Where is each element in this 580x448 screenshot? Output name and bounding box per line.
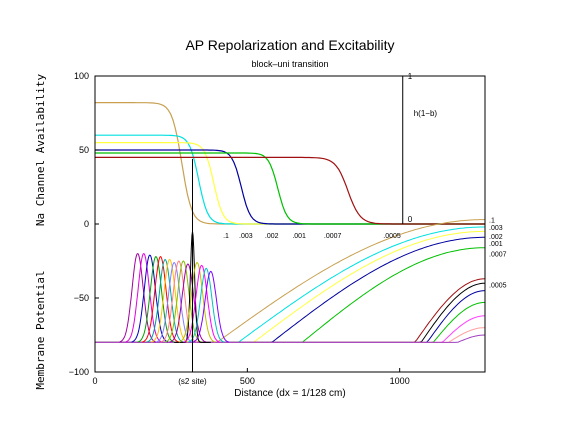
repolarization-curve-11 xyxy=(95,334,486,343)
inset-b-labels: .1 .003 .002 .001 .0007 .0005 xyxy=(223,233,401,240)
h-curve-2 xyxy=(95,142,485,225)
action-potential-0 xyxy=(119,252,157,343)
y-axis-label-top: Na Channel Availability xyxy=(34,73,47,226)
y-axis-ticks: 100 50 0 −50 −100 xyxy=(69,71,99,377)
inset-b-label-3: .001 xyxy=(292,233,306,240)
action-potential-15 xyxy=(192,270,230,343)
h-curve-1 xyxy=(95,134,485,225)
action-potential-3 xyxy=(137,255,175,343)
repolarization-curves xyxy=(95,219,486,343)
right-b-label-2: .002 xyxy=(489,234,503,241)
x-tick-label-2: 1000 xyxy=(390,376,410,386)
secondary-axis-bottom-label: 0 xyxy=(408,215,413,224)
action-potential-8 xyxy=(160,260,198,343)
action-potential-12 xyxy=(178,261,216,343)
inset-b-label-4: .0007 xyxy=(324,233,342,240)
chart-subtitle: block–uni transition xyxy=(251,59,328,69)
action-potential-bursts xyxy=(119,231,230,343)
inset-b-label-2: .002 xyxy=(265,233,279,240)
inset-b-label-0: .1 xyxy=(223,233,229,240)
y-tick-label-4: −100 xyxy=(69,367,89,377)
y-tick-label-3: −50 xyxy=(74,293,89,303)
y-tick-label-0: 100 xyxy=(74,71,89,81)
action-potential-6 xyxy=(151,258,189,343)
x-tick-label-1: 500 xyxy=(240,376,255,386)
action-potential-13 xyxy=(183,264,220,343)
inset-b-label-5: .0005 xyxy=(383,233,401,240)
x-axis-label: Distance (dx = 1/128 cm) xyxy=(234,388,345,399)
y-tick-label-2: 0 xyxy=(84,219,89,229)
action-potential-14 xyxy=(187,267,225,343)
right-b-label-5: .0005 xyxy=(489,283,507,290)
right-b-label-1: .003 xyxy=(489,225,503,232)
action-potential-5 xyxy=(146,258,184,343)
x-tick-label-0: 0 xyxy=(92,376,97,386)
y-tick-label-1: 50 xyxy=(79,145,89,155)
h-curve-0 xyxy=(95,101,485,225)
action-potential-10 xyxy=(169,263,207,343)
h-curve-5 xyxy=(95,156,485,225)
action-potential-7 xyxy=(155,261,193,343)
right-b-label-3: .001 xyxy=(489,241,503,248)
s2-site-label: (s2 site) xyxy=(178,377,207,386)
x-axis-ticks: 0 500 1000 xyxy=(92,368,410,386)
right-b-labels: .1.003 .002.001 .0007 .0005 xyxy=(489,218,507,290)
right-b-label-4: .0007 xyxy=(489,252,507,259)
action-potential-9 xyxy=(164,260,202,343)
secondary-axis-label: h(1−b) xyxy=(414,109,438,118)
action-potential-4 xyxy=(142,255,179,343)
h-curve-3 xyxy=(95,149,485,225)
chart-title: AP Repolarization and Excitability xyxy=(185,37,394,53)
action-potential-1 xyxy=(125,252,163,343)
y-axis-label-bottom: Membrane Potential xyxy=(34,270,47,389)
inset-h-curves xyxy=(95,101,485,225)
inset-b-label-1: .003 xyxy=(239,233,253,240)
right-b-label-0: .1 xyxy=(489,218,495,225)
h-curve-4 xyxy=(95,152,485,225)
